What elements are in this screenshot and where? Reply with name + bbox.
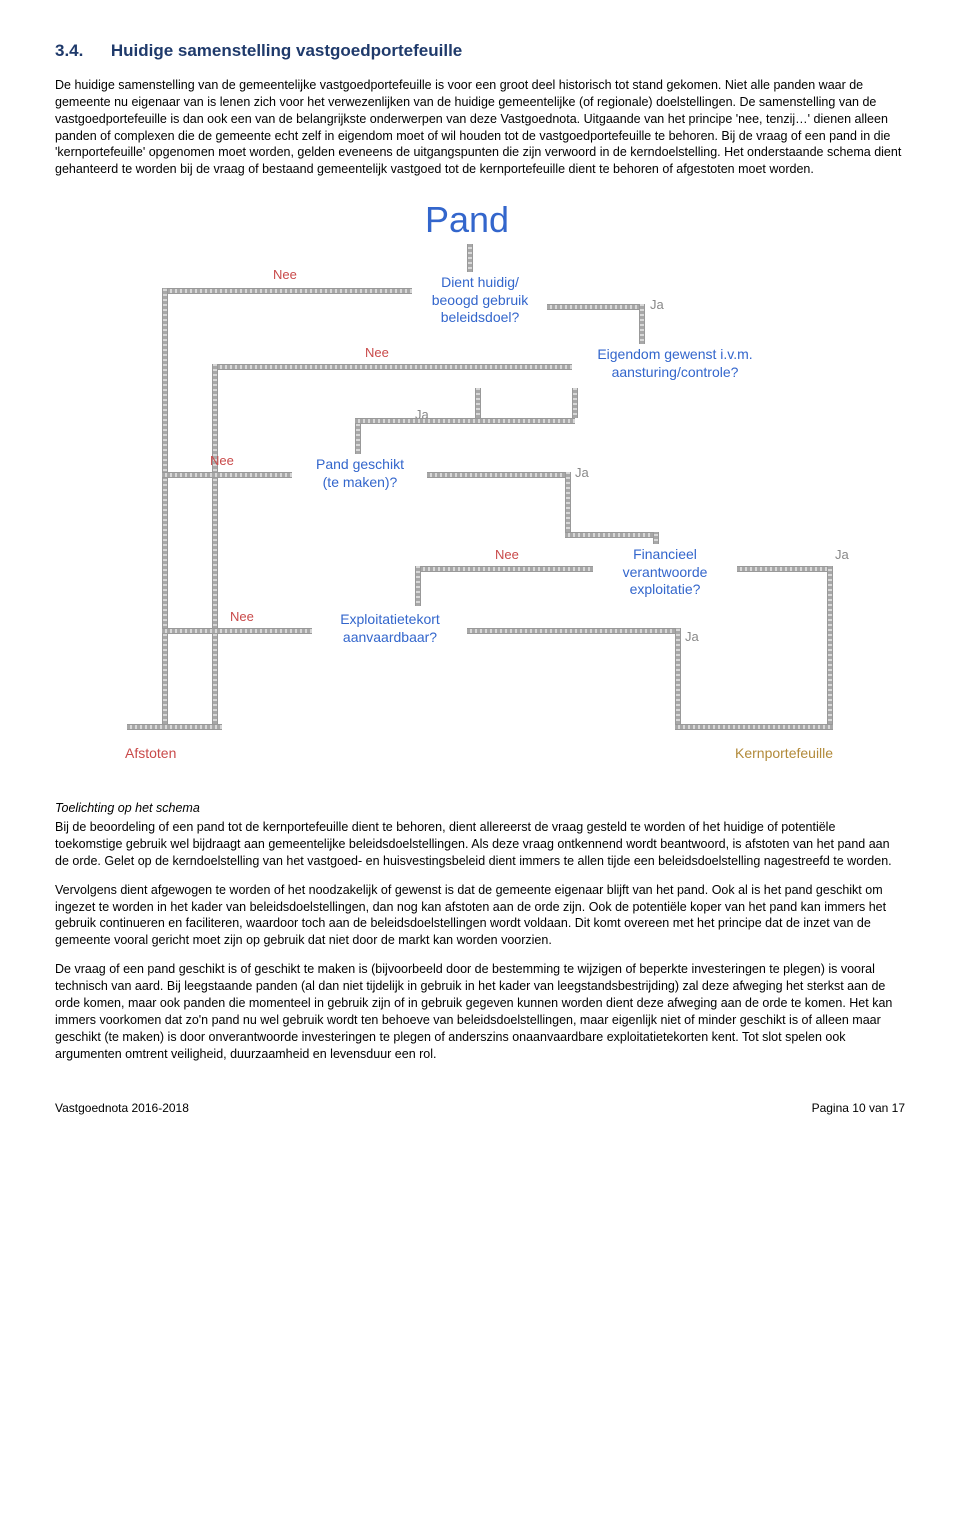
paragraph-4: De vraag of een pand geschikt is of gesc… [55, 961, 905, 1062]
section-title: Huidige samenstelling vastgoedportefeuil… [111, 41, 462, 60]
paragraph-3: Vervolgens dient afgewogen te worden of … [55, 882, 905, 950]
connector [639, 304, 645, 344]
decision-flowchart: Pand Dient huidig/beoogd gebruikbeleidsd… [55, 196, 905, 776]
section-number: 3.4. [55, 40, 83, 63]
section-heading: 3.4. Huidige samenstelling vastgoedporte… [55, 40, 905, 63]
connector [675, 628, 681, 724]
question-financieel: Financieelverantwoordeexploitatie? [595, 546, 735, 599]
label-nee: Nee [230, 608, 254, 626]
connector [162, 288, 168, 724]
connector [572, 388, 578, 418]
page-footer: Vastgoednota 2016-2018 Pagina 10 van 17 [55, 1100, 905, 1116]
connector [415, 566, 593, 572]
label-ja: Ja [575, 464, 589, 482]
label-ja: Ja [685, 628, 699, 646]
label-nee: Nee [495, 546, 519, 564]
connector [415, 566, 421, 606]
footer-left: Vastgoednota 2016-2018 [55, 1101, 189, 1115]
connector [212, 364, 572, 370]
intro-paragraph: De huidige samenstelling van de gemeente… [55, 77, 905, 178]
connector [467, 628, 677, 634]
connector [162, 288, 412, 294]
connector [475, 388, 481, 418]
label-ja: Ja [835, 546, 849, 564]
question-eigendom: Eigendom gewenst i.v.m.aansturing/contro… [575, 346, 775, 381]
connector [162, 628, 312, 634]
connector [127, 724, 222, 730]
connector [355, 422, 361, 454]
paragraph-2: Bij de beoordeling of een pand tot de ke… [55, 819, 905, 870]
footer-right: Pagina 10 van 17 [812, 1100, 905, 1116]
connector [547, 304, 642, 310]
subheading-toelichting: Toelichting op het schema [55, 800, 905, 817]
question-beleidsdoel: Dient huidig/beoogd gebruikbeleidsdoel? [415, 274, 545, 327]
connector [653, 532, 659, 544]
connector [675, 724, 833, 730]
question-geschikt: Pand geschikt(te maken)? [295, 456, 425, 491]
connector [827, 566, 833, 724]
connector [565, 532, 655, 538]
label-nee: Nee [273, 266, 297, 284]
connector [355, 418, 475, 424]
connector [467, 244, 473, 272]
question-exploitatietekort: Exploitatietekortaanvaardbaar? [315, 611, 465, 646]
connector [212, 364, 218, 724]
schema-root-label: Pand [425, 196, 509, 245]
label-nee: Nee [365, 344, 389, 362]
connector [737, 566, 829, 572]
outcome-kernportefeuille: Kernportefeuille [735, 744, 833, 763]
connector [565, 472, 571, 532]
label-nee: Nee [210, 452, 234, 470]
label-ja: Ja [650, 296, 664, 314]
outcome-afstoten: Afstoten [125, 744, 176, 763]
connector [475, 418, 575, 424]
connector [427, 472, 567, 478]
connector [162, 472, 292, 478]
